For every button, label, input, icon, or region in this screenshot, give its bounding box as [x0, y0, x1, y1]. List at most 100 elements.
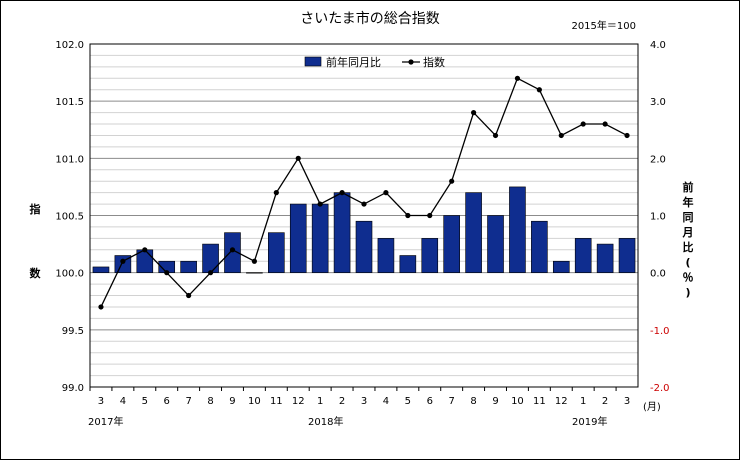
index-point	[98, 304, 104, 310]
bar-yoy	[574, 238, 592, 273]
x-tick-label: 3	[624, 396, 630, 407]
index-point	[273, 190, 279, 196]
x-tick-label: 8	[470, 396, 476, 407]
x-tick-label: 7	[185, 396, 191, 407]
bar-yoy	[311, 203, 329, 273]
x-tick-label: 12	[555, 396, 568, 407]
index-point	[361, 201, 367, 207]
left-tick-label: 99.5	[62, 326, 84, 337]
right-axis-label-char: ％	[682, 271, 694, 284]
legend-label-index: 指数	[423, 55, 445, 69]
x-tick-label: 1	[580, 396, 586, 407]
right-axis-label-char: 前	[682, 181, 694, 194]
index-point	[405, 212, 411, 219]
x-tick-label: 10	[248, 396, 261, 407]
bar-yoy	[421, 238, 439, 273]
right-axis-label-char: 比	[682, 241, 694, 254]
x-tick-label: 4	[383, 396, 389, 407]
index-point	[339, 190, 345, 196]
index-point	[536, 87, 542, 93]
bar-yoy	[465, 192, 482, 273]
legend-marker-index	[408, 59, 414, 65]
index-point	[580, 121, 586, 127]
index-point	[624, 132, 630, 139]
year-label-2019: 2019年	[572, 417, 608, 428]
right-tick-label: 1.0	[650, 212, 666, 223]
x-tick-label: 3	[361, 396, 367, 407]
left-tick-label: 101.0	[55, 154, 84, 165]
index-point	[558, 132, 564, 139]
x-tick-label: 11	[533, 396, 546, 407]
x-tick-label: 6	[164, 396, 170, 407]
x-tick-label: 11	[270, 396, 283, 407]
bar-yoy	[618, 238, 636, 273]
x-tick-label: 7	[448, 396, 454, 407]
plot-border	[89, 43, 639, 388]
index-point	[207, 270, 214, 276]
index-point	[142, 247, 148, 253]
bar-yoy	[333, 192, 351, 273]
bar-yoy	[399, 255, 417, 273]
bar-yoy	[246, 272, 263, 274]
bar-yoy	[224, 232, 241, 273]
index-point	[471, 110, 477, 116]
x-tick-label: 9	[492, 396, 498, 407]
right-axis-label: 前年同月比 ( ％)	[681, 180, 695, 300]
year-label-2017: 2017年	[88, 417, 124, 428]
legend-swatch-yoy	[304, 56, 322, 67]
left-tick-label: 99.0	[62, 383, 84, 394]
index-point	[251, 258, 257, 264]
bar-yoy	[268, 232, 285, 273]
x-tick-label: 6	[427, 396, 433, 407]
left-tick-label: 101.5	[55, 97, 84, 108]
right-tick-label: 3.0	[650, 97, 666, 108]
bar-yoy	[202, 243, 219, 273]
bar-yoy	[92, 266, 110, 273]
right-axis-label-char: )	[685, 286, 691, 299]
bar-yoy	[180, 260, 197, 273]
left-axis-label: 指数	[28, 178, 42, 306]
index-point	[449, 178, 455, 184]
index-point	[295, 155, 301, 161]
left-tick-label: 100.5	[55, 212, 84, 223]
year-label-2018: 2018年	[308, 417, 344, 428]
bar-yoy	[377, 238, 395, 273]
right-axis-label-char: 月	[682, 226, 694, 239]
index-point	[120, 258, 126, 264]
bar-yoy	[443, 215, 460, 273]
x-tick-label: 9	[229, 396, 235, 407]
x-tick-label: 10	[511, 396, 524, 407]
bar-yoy	[355, 220, 373, 273]
right-axis-label-char: 年	[682, 196, 694, 209]
bar-yoy	[552, 260, 570, 273]
x-tick-label: 3	[98, 396, 104, 407]
bar-yoy	[487, 215, 504, 273]
legend-label-yoy: 前年同月比	[326, 55, 381, 69]
x-tick-label: 2	[602, 396, 608, 407]
right-tick-label: 0.0	[650, 269, 666, 280]
x-axis-unit: (月)	[643, 402, 661, 413]
right-tick-label: 2.0	[650, 154, 666, 165]
bar-yoy	[509, 186, 526, 273]
left-axis-label-char: 数	[29, 267, 41, 280]
bar-yoy	[596, 243, 614, 273]
index-point	[514, 75, 521, 81]
bar-yoy	[531, 220, 548, 273]
left-tick-label: 100.0	[55, 269, 84, 280]
left-axis-label-char: 指	[29, 203, 41, 216]
index-point	[229, 247, 236, 253]
right-tick-label: -1.0	[650, 326, 670, 337]
x-tick-label: 12	[292, 396, 305, 407]
x-tick-label: 5	[405, 396, 411, 407]
x-tick-label: 2	[339, 396, 345, 407]
x-tick-label: 5	[142, 396, 148, 407]
index-point	[164, 270, 170, 276]
right-axis-label-char: 同	[682, 211, 694, 224]
right-tick-label: -2.0	[650, 383, 670, 394]
index-point	[383, 190, 389, 196]
right-tick-label: 4.0	[650, 40, 666, 51]
right-axis-label-char: (	[685, 256, 691, 269]
index-point	[186, 292, 192, 299]
index-point	[602, 121, 608, 127]
